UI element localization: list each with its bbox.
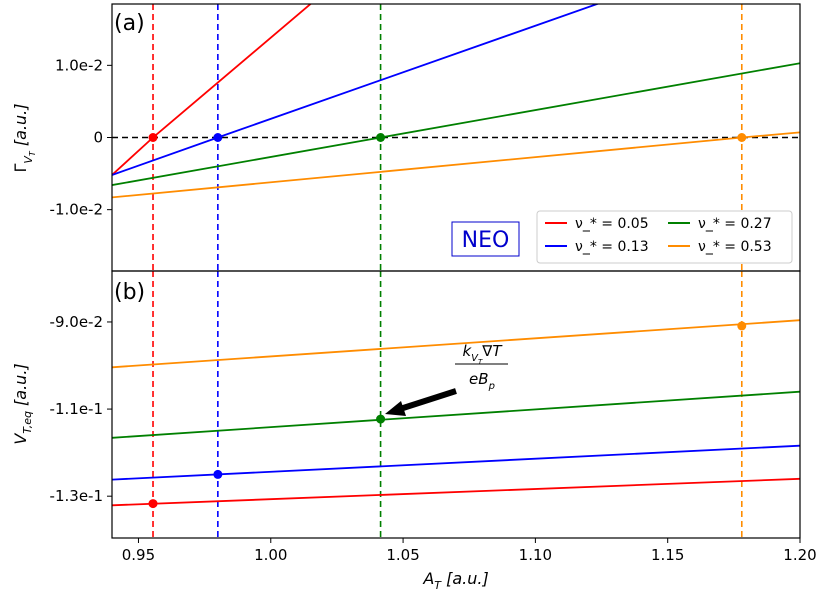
panel-b-ytick-label: -9.0e-2	[50, 313, 103, 331]
panel-b-ytick: -9.0e-2	[50, 313, 112, 331]
panel-a-series-marker	[737, 133, 747, 142]
panel-b-series-line	[112, 319, 800, 369]
panel-a-ytick: 1.0e-2	[55, 56, 112, 74]
panel-a-series-line	[112, 131, 800, 199]
panel-a-ytick-label: 0	[93, 129, 103, 147]
panel-b-xtick-label: 1.00	[254, 546, 287, 564]
legend-entry: ν_* = 0.53	[668, 239, 772, 255]
legend-entry: ν_* = 0.05	[545, 216, 649, 232]
panel-b-xtick-label: 1.20	[783, 546, 816, 564]
panel-a: 1.0e-2 0 -1.0e-2 (a) ΓVT [a.u.] NEO ν_* = …	[11, 3, 801, 272]
panel-a-ylabel: ΓVT [a.u.]	[11, 103, 37, 172]
panel-b-series-marker	[213, 469, 223, 479]
panel-b-ytick-label: -1.3e-1	[50, 487, 103, 505]
panel-b-xtick-label: 0.95	[122, 546, 155, 564]
panel-b-series-marker	[737, 321, 747, 331]
panel-b-ytick-label: -1.1e-1	[50, 400, 103, 418]
panel-a-series-marker	[376, 133, 386, 142]
panel-a-label: (a)	[114, 11, 145, 36]
panel-b-ylabel: VT,eq [a.u.]	[11, 363, 34, 444]
legend-label: ν_* = 0.13	[575, 239, 649, 255]
panel-b: -9.0e-2 -1.1e-1 -1.3e-1 0.95 1.00 1.05 1.10 1.…	[11, 270, 817, 592]
panel-a-series-line	[112, 62, 800, 186]
panel-a-ytick-label: -1.0e-2	[50, 201, 103, 219]
panel-b-series-line	[112, 444, 800, 481]
panel-b-xtick-label: 1.05	[386, 546, 419, 564]
panel-b-series-line	[112, 477, 800, 507]
annotation-numerator: kVT∇T	[462, 342, 503, 366]
panel-a-series-marker	[213, 133, 223, 142]
panel-b-xlabel: AT [a.u.]	[422, 569, 488, 592]
panel-b-ytick: -1.1e-1	[50, 400, 112, 418]
panel-b-xtick: 1.00	[254, 538, 287, 564]
panel-b-xtick: 1.20	[783, 538, 817, 564]
panel-b-xtick: 1.05	[386, 538, 420, 564]
panel-b-xtick: 0.95	[122, 538, 155, 564]
annotation-arrow-head	[385, 401, 406, 416]
annotation-denominator: eBp	[469, 370, 495, 392]
panel-b-xtick: 1.15	[651, 538, 684, 564]
panel-b-series-marker	[148, 499, 158, 509]
panel-b-xtick-label: 1.10	[519, 546, 552, 564]
panel-a-ytick: 0	[93, 129, 112, 147]
legend: ν_* = 0.05 ν_* = 0.13 ν_* = 0.27 ν_* = 0.53	[536, 210, 793, 264]
panel-b-ytick: -1.3e-1	[50, 487, 112, 505]
legend-entry: ν_* = 0.27	[668, 216, 772, 232]
annotation-arrow-shaft	[399, 388, 457, 412]
panel-a-series-line	[112, 4, 312, 176]
annotation: kVT∇T eBp	[385, 342, 508, 416]
legend-label: ν_* = 0.27	[698, 216, 772, 232]
panel-b-frame	[111, 270, 801, 539]
panel-b-series-line	[112, 390, 800, 439]
panel-b-xtick-label: 1.15	[651, 546, 684, 564]
panel-b-series-marker	[376, 414, 386, 424]
neo-box: NEO	[451, 221, 520, 257]
panel-a-series-marker	[148, 133, 158, 142]
panel-a-ytick: -1.0e-2	[50, 201, 112, 219]
neo-label: NEO	[462, 228, 510, 253]
panel-b-label: (b)	[114, 280, 145, 305]
panel-a-ytick-label: 1.0e-2	[55, 56, 103, 74]
legend-label: ν_* = 0.05	[575, 216, 649, 232]
panel-b-xtick: 1.10	[519, 538, 552, 564]
legend-label: ν_* = 0.53	[698, 239, 772, 255]
panel-a-series-line	[112, 4, 600, 176]
legend-entry: ν_* = 0.13	[545, 239, 649, 255]
